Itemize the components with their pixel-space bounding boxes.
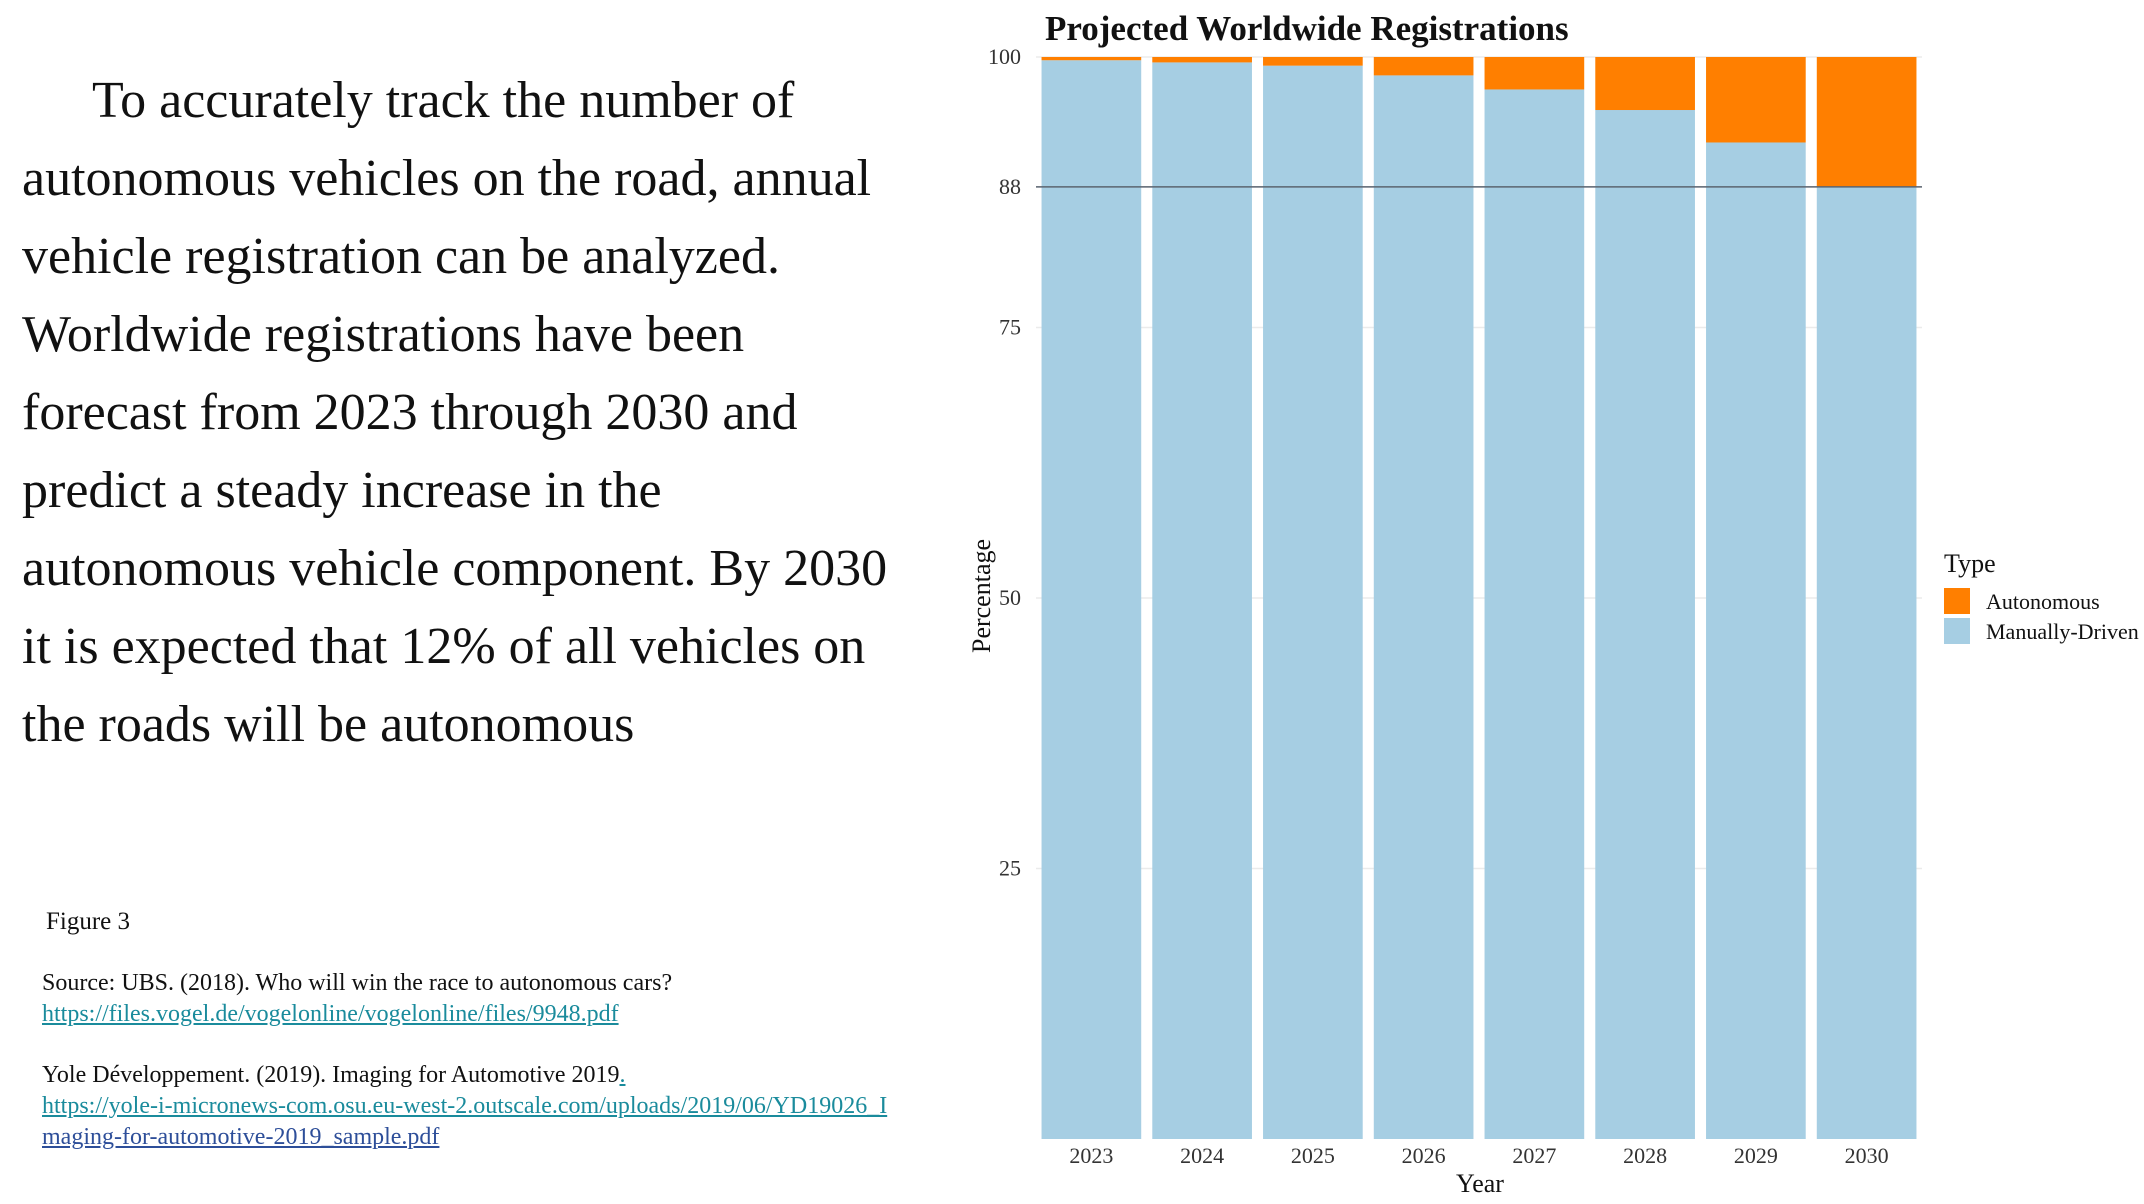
legend-swatch-autonomous xyxy=(1944,588,1970,614)
x-tick-label: 2030 xyxy=(1845,1143,1889,1168)
ubs-link[interactable]: https://files.vogel.de/vogelonline/vogel… xyxy=(42,1001,619,1027)
legend-label-manually-driven: Manually-Driven xyxy=(1986,619,2139,644)
yole-link-continued[interactable]: maging-for-automotive-2019_sample.pdf xyxy=(42,1124,440,1150)
legend-swatch-manually-driven xyxy=(1944,618,1970,644)
bar-manually-driven-2029 xyxy=(1706,142,1806,1139)
sources-block: Source: UBS. (2018). Who will win the ra… xyxy=(42,968,942,1183)
legend: Type Autonomous Manually-Driven xyxy=(1944,549,2139,644)
yole-period-link[interactable]: . xyxy=(619,1062,626,1088)
yole-source: Yole Développement. (2019). Imaging for … xyxy=(42,1060,942,1153)
bars-layer xyxy=(1041,57,1917,1140)
x-tick-label: 2023 xyxy=(1069,1143,1113,1168)
bar-autonomous-2024 xyxy=(1152,57,1252,63)
bar-manually-driven-2026 xyxy=(1373,75,1474,1139)
legend-label-autonomous: Autonomous xyxy=(1986,589,2100,614)
y-axis-title: Percentage xyxy=(967,539,996,653)
bar-manually-driven-2027 xyxy=(1484,89,1585,1140)
bar-manually-driven-2025 xyxy=(1263,65,1363,1139)
x-tick-label: 2027 xyxy=(1512,1143,1556,1168)
bar-manually-driven-2024 xyxy=(1152,62,1252,1139)
chart-title: Projected Worldwide Registrations xyxy=(1045,9,1569,48)
x-axis-title: Year xyxy=(1456,1169,1504,1198)
bar-autonomous-2025 xyxy=(1263,57,1363,66)
x-tick-label: 2029 xyxy=(1734,1143,1778,1168)
bar-manually-driven-2023 xyxy=(1041,60,1142,1140)
bar-autonomous-2027 xyxy=(1484,57,1585,90)
legend-title: Type xyxy=(1944,549,1996,578)
narrative-paragraph: To accurately track the number of autono… xyxy=(22,72,888,753)
bar-autonomous-2023 xyxy=(1041,57,1142,61)
y-tick-label: 100 xyxy=(988,44,1021,69)
y-axis-ticks: 25 50 75 88 100 xyxy=(988,44,1021,881)
figure-label: Figure 3 xyxy=(46,908,131,935)
ubs-citation: Source: UBS. (2018). Who will win the ra… xyxy=(42,970,673,996)
bar-manually-driven-2030 xyxy=(1816,186,1917,1140)
x-tick-label: 2028 xyxy=(1623,1143,1667,1168)
bar-autonomous-2028 xyxy=(1595,57,1695,111)
bar-autonomous-2030 xyxy=(1816,57,1917,187)
bar-manually-driven-2028 xyxy=(1595,110,1695,1140)
y-tick-label: 50 xyxy=(999,585,1021,610)
yole-link[interactable]: https://yole-i-micronews-com.osu.eu-west… xyxy=(42,1093,888,1119)
y-tick-label: 88 xyxy=(999,174,1021,199)
yole-citation: Yole Développement. (2019). Imaging for … xyxy=(42,1062,620,1088)
x-tick-label: 2024 xyxy=(1180,1143,1224,1168)
ubs-source: Source: UBS. (2018). Who will win the ra… xyxy=(42,968,942,1030)
bar-autonomous-2026 xyxy=(1373,57,1474,76)
y-tick-label: 25 xyxy=(999,856,1021,881)
x-tick-label: 2025 xyxy=(1291,1143,1335,1168)
x-axis-ticks: 2023 2024 2025 2026 2027 2028 2029 2030 xyxy=(1069,1143,1888,1168)
y-tick-label: 75 xyxy=(999,315,1021,340)
bar-autonomous-2029 xyxy=(1706,57,1806,143)
x-tick-label: 2026 xyxy=(1402,1143,1446,1168)
